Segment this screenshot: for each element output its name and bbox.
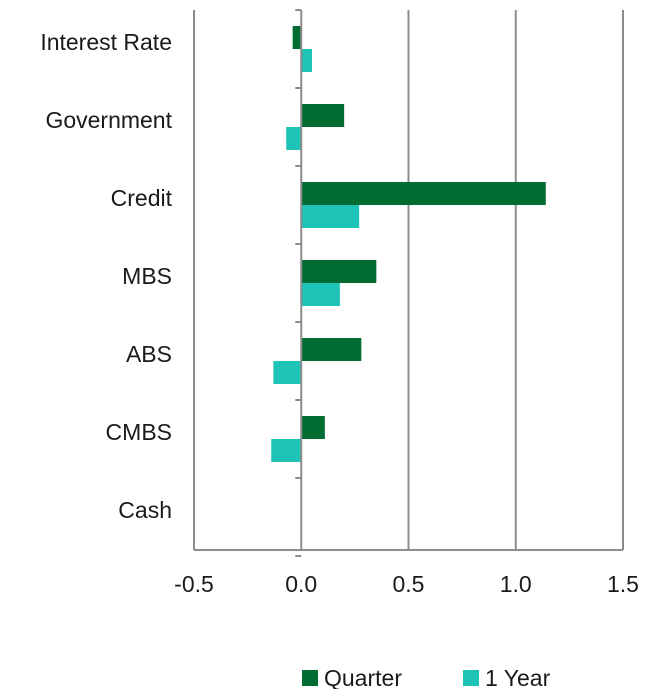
bar-abs-1-year <box>273 361 302 384</box>
bar-interest-rate-1-year <box>301 49 312 72</box>
bar-mbs-quarter <box>301 260 377 283</box>
category-label-credit: Credit <box>111 185 173 211</box>
category-labels: Interest Rate Government Credit MBS ABS CMBS C… <box>40 29 172 523</box>
category-label-cmbs: CMBS <box>106 419 172 445</box>
x-tick-label: 0.0 <box>285 571 317 597</box>
legend-label-quarter: Quarter <box>324 665 402 689</box>
category-label-mbs: MBS <box>122 263 172 289</box>
category-label-government: Government <box>45 107 172 133</box>
x-tick-label: 0.5 <box>393 571 425 597</box>
bar-interest-rate-quarter <box>292 26 302 49</box>
bar-government-1-year <box>286 127 302 150</box>
legend-swatch-quarter <box>302 670 318 686</box>
bar-credit-1-year <box>301 205 360 228</box>
y-axis <box>295 9 303 557</box>
bar-abs-quarter <box>301 338 362 361</box>
bar-mbs-1-year <box>301 283 340 306</box>
category-label-abs: ABS <box>126 341 172 367</box>
gridlines <box>193 10 624 551</box>
bar-credit-quarter <box>301 182 546 205</box>
x-tick-label: -0.5 <box>174 571 214 597</box>
bar-cmbs-quarter <box>301 416 325 439</box>
bars <box>271 26 546 462</box>
category-label-interest-rate: Interest Rate <box>40 29 172 55</box>
category-label-cash: Cash <box>118 497 172 523</box>
legend: Quarter 1 Year <box>302 665 551 689</box>
bar-government-quarter <box>301 104 345 127</box>
legend-swatch-1-year <box>463 670 479 686</box>
x-tick-labels: -0.5 0.0 0.5 1.0 1.5 <box>174 571 639 597</box>
x-tick-label: 1.5 <box>607 571 639 597</box>
x-tick-label: 1.0 <box>500 571 532 597</box>
bar-cmbs-1-year <box>271 439 302 462</box>
legend-label-1-year: 1 Year <box>485 665 551 689</box>
